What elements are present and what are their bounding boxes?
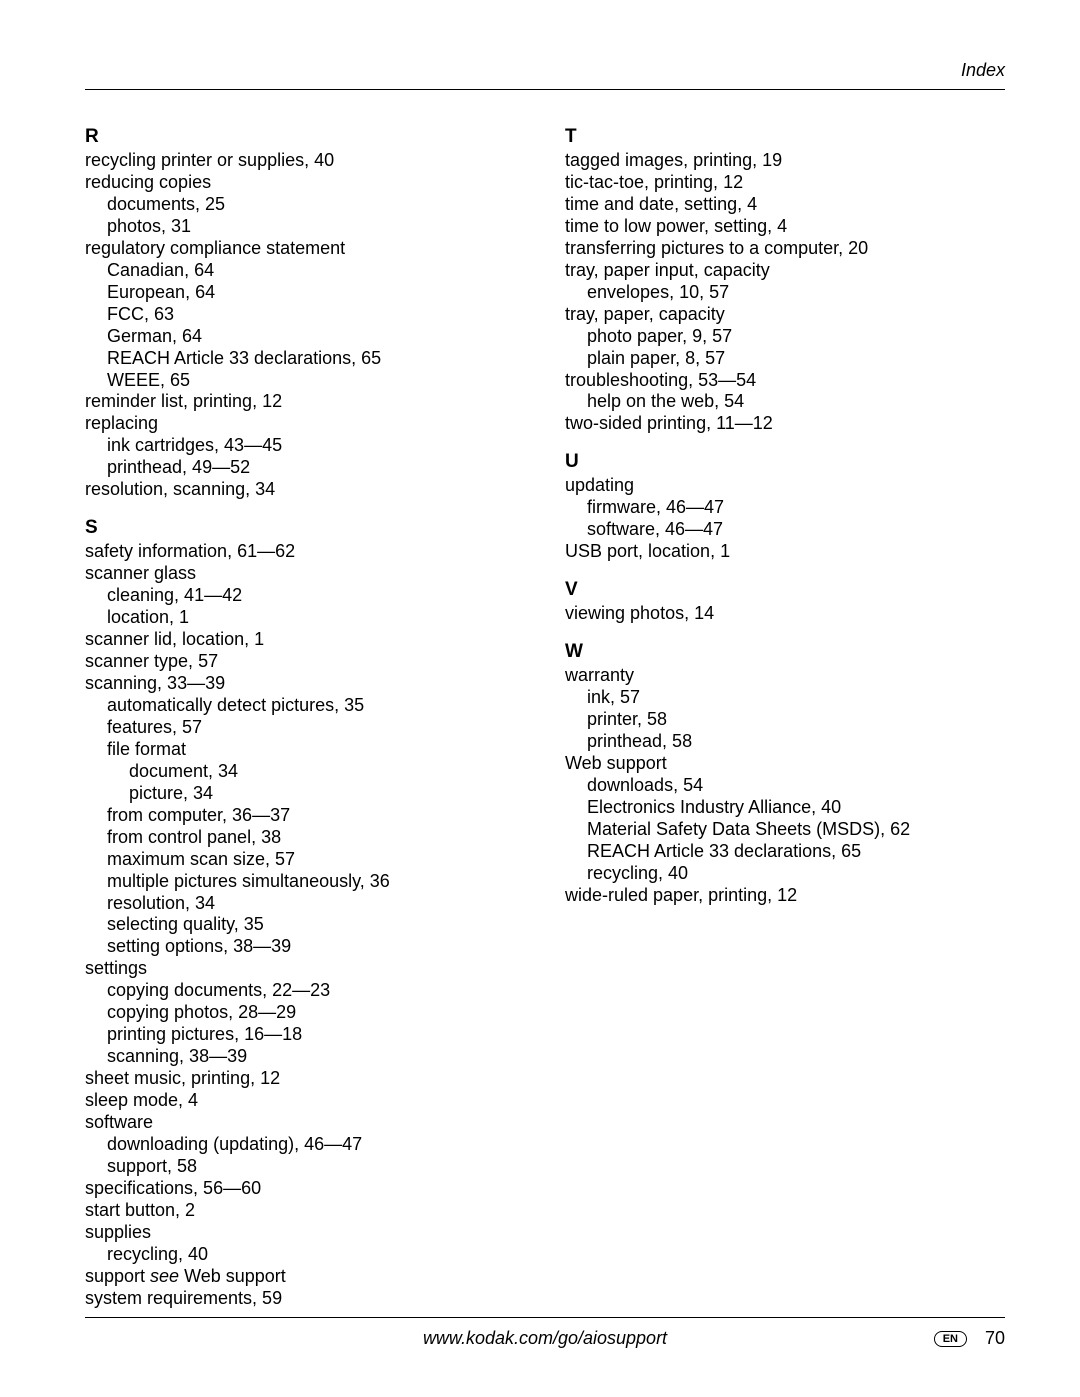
index-entry: WEEE, 65 bbox=[85, 370, 525, 392]
index-entry: supplies bbox=[85, 1222, 525, 1244]
section-r-heading: R bbox=[85, 126, 525, 148]
index-entry: safety information, 61—62 bbox=[85, 541, 525, 563]
index-entry: scanner glass bbox=[85, 563, 525, 585]
index-entry: transferring pictures to a computer, 20 bbox=[565, 238, 1005, 260]
index-entry: picture, 34 bbox=[85, 783, 525, 805]
section-u-heading: U bbox=[565, 451, 1005, 473]
index-entry: Electronics Industry Alliance, 40 bbox=[565, 797, 1005, 819]
index-entry: copying photos, 28—29 bbox=[85, 1002, 525, 1024]
index-entry: tagged images, printing, 19 bbox=[565, 150, 1005, 172]
right-column: T tagged images, printing, 19 tic-tac-to… bbox=[565, 120, 1005, 1310]
index-entry: features, 57 bbox=[85, 717, 525, 739]
index-entry: documents, 25 bbox=[85, 194, 525, 216]
page-footer: www.kodak.com/go/aiosupport EN 70 bbox=[85, 1317, 1005, 1349]
page-number: 70 bbox=[985, 1328, 1005, 1349]
section-w-heading: W bbox=[565, 641, 1005, 663]
index-entry: sleep mode, 4 bbox=[85, 1090, 525, 1112]
index-entry: file format bbox=[85, 739, 525, 761]
index-entry: scanning, 38—39 bbox=[85, 1046, 525, 1068]
header-title: Index bbox=[961, 60, 1005, 80]
index-entry: regulatory compliance statement bbox=[85, 238, 525, 260]
index-entry: support see Web support bbox=[85, 1266, 525, 1288]
index-entry: recycling printer or supplies, 40 bbox=[85, 150, 525, 172]
index-entry: ink cartridges, 43—45 bbox=[85, 435, 525, 457]
index-entry: support, 58 bbox=[85, 1156, 525, 1178]
index-entry: from computer, 36—37 bbox=[85, 805, 525, 827]
index-entry: recycling, 40 bbox=[565, 863, 1005, 885]
index-entry: start button, 2 bbox=[85, 1200, 525, 1222]
index-entry: viewing photos, 14 bbox=[565, 603, 1005, 625]
index-entry: European, 64 bbox=[85, 282, 525, 304]
section-v-heading: V bbox=[565, 579, 1005, 601]
index-entry: German, 64 bbox=[85, 326, 525, 348]
index-entry: reminder list, printing, 12 bbox=[85, 391, 525, 413]
index-entry: troubleshooting, 53—54 bbox=[565, 370, 1005, 392]
index-entry: specifications, 56—60 bbox=[85, 1178, 525, 1200]
index-entry: scanner lid, location, 1 bbox=[85, 629, 525, 651]
index-entry: updating bbox=[565, 475, 1005, 497]
section-s-heading: S bbox=[85, 517, 525, 539]
index-entry: Web support bbox=[565, 753, 1005, 775]
section-t-heading: T bbox=[565, 126, 1005, 148]
index-entry: maximum scan size, 57 bbox=[85, 849, 525, 871]
index-entry: REACH Article 33 declarations, 65 bbox=[85, 348, 525, 370]
index-entry: firmware, 46—47 bbox=[565, 497, 1005, 519]
index-entry: resolution, scanning, 34 bbox=[85, 479, 525, 501]
index-entry: printer, 58 bbox=[565, 709, 1005, 731]
index-entry: recycling, 40 bbox=[85, 1244, 525, 1266]
index-entry: two-sided printing, 11—12 bbox=[565, 413, 1005, 435]
index-entry: copying documents, 22—23 bbox=[85, 980, 525, 1002]
left-column: R recycling printer or supplies, 40 redu… bbox=[85, 120, 525, 1310]
index-entry: scanning, 33—39 bbox=[85, 673, 525, 695]
index-entry: photos, 31 bbox=[85, 216, 525, 238]
index-columns: R recycling printer or supplies, 40 redu… bbox=[85, 120, 1005, 1310]
index-entry: setting options, 38—39 bbox=[85, 936, 525, 958]
index-entry-part: support bbox=[85, 1266, 150, 1286]
index-entry: resolution, 34 bbox=[85, 893, 525, 915]
index-entry: time to low power, setting, 4 bbox=[565, 216, 1005, 238]
index-entry-see: see bbox=[150, 1266, 179, 1286]
index-entry: warranty bbox=[565, 665, 1005, 687]
index-entry: settings bbox=[85, 958, 525, 980]
index-entry: software bbox=[85, 1112, 525, 1134]
index-entry: automatically detect pictures, 35 bbox=[85, 695, 525, 717]
index-entry: replacing bbox=[85, 413, 525, 435]
index-entry: wide-ruled paper, printing, 12 bbox=[565, 885, 1005, 907]
index-entry: plain paper, 8, 57 bbox=[565, 348, 1005, 370]
index-entry: multiple pictures simultaneously, 36 bbox=[85, 871, 525, 893]
index-entry: REACH Article 33 declarations, 65 bbox=[565, 841, 1005, 863]
index-entry: USB port, location, 1 bbox=[565, 541, 1005, 563]
footer-url: www.kodak.com/go/aiosupport bbox=[423, 1328, 667, 1349]
index-entry: printing pictures, 16—18 bbox=[85, 1024, 525, 1046]
index-entry: document, 34 bbox=[85, 761, 525, 783]
index-entry: system requirements, 59 bbox=[85, 1288, 525, 1310]
index-entry: ink, 57 bbox=[565, 687, 1005, 709]
index-entry: scanner type, 57 bbox=[85, 651, 525, 673]
index-entry: printhead, 49—52 bbox=[85, 457, 525, 479]
index-entry: help on the web, 54 bbox=[565, 391, 1005, 413]
page-header: Index bbox=[85, 60, 1005, 90]
index-entry: from control panel, 38 bbox=[85, 827, 525, 849]
index-entry: printhead, 58 bbox=[565, 731, 1005, 753]
index-entry: Material Safety Data Sheets (MSDS), 62 bbox=[565, 819, 1005, 841]
index-entry: photo paper, 9, 57 bbox=[565, 326, 1005, 348]
language-badge: EN bbox=[934, 1331, 967, 1347]
index-entry: sheet music, printing, 12 bbox=[85, 1068, 525, 1090]
footer-right: EN 70 bbox=[934, 1328, 1005, 1349]
index-entry: tray, paper input, capacity bbox=[565, 260, 1005, 282]
index-entry-part: Web support bbox=[179, 1266, 286, 1286]
index-entry: tray, paper, capacity bbox=[565, 304, 1005, 326]
index-entry: selecting quality, 35 bbox=[85, 914, 525, 936]
index-entry: reducing copies bbox=[85, 172, 525, 194]
index-entry: time and date, setting, 4 bbox=[565, 194, 1005, 216]
index-entry: location, 1 bbox=[85, 607, 525, 629]
index-entry: FCC, 63 bbox=[85, 304, 525, 326]
index-entry: envelopes, 10, 57 bbox=[565, 282, 1005, 304]
index-entry: cleaning, 41—42 bbox=[85, 585, 525, 607]
index-entry: tic-tac-toe, printing, 12 bbox=[565, 172, 1005, 194]
index-entry: downloads, 54 bbox=[565, 775, 1005, 797]
index-entry: Canadian, 64 bbox=[85, 260, 525, 282]
index-entry: downloading (updating), 46—47 bbox=[85, 1134, 525, 1156]
index-entry: software, 46—47 bbox=[565, 519, 1005, 541]
